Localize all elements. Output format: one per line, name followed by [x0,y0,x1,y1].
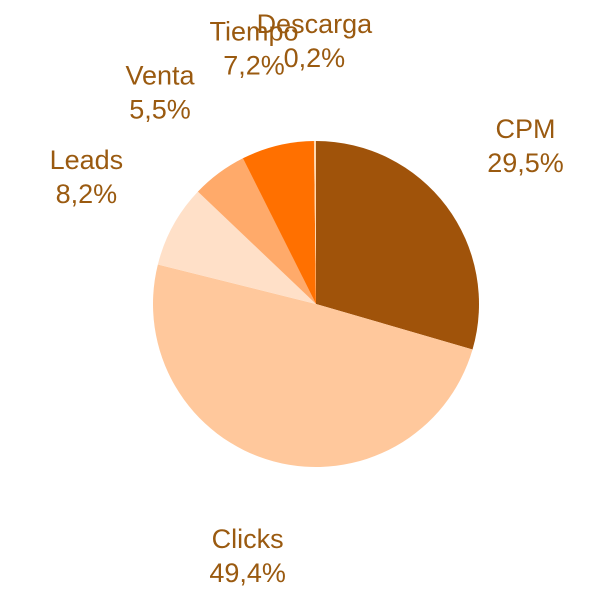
slice-value: 49,4% [209,558,286,588]
slice-name: Clicks [212,524,284,554]
pie-slice [197,158,316,304]
slice-name: Leads [50,145,124,175]
pie-slice [242,141,316,304]
slice-value: 7,2% [223,51,285,81]
pie-slice [157,191,316,304]
slice-name: Descarga [257,9,374,39]
slice-name: Venta [125,61,195,91]
slice-value: 29,5% [487,148,564,178]
pie-slice [153,264,473,467]
pie-slice [316,141,479,350]
slice-name: Tiempo [210,17,299,47]
pie-slice [313,141,316,304]
slice-value: 8,2% [56,179,118,209]
slice-name: CPM [496,114,556,144]
slice-value: 0,2% [284,43,346,73]
slice-value: 5,5% [129,95,191,125]
